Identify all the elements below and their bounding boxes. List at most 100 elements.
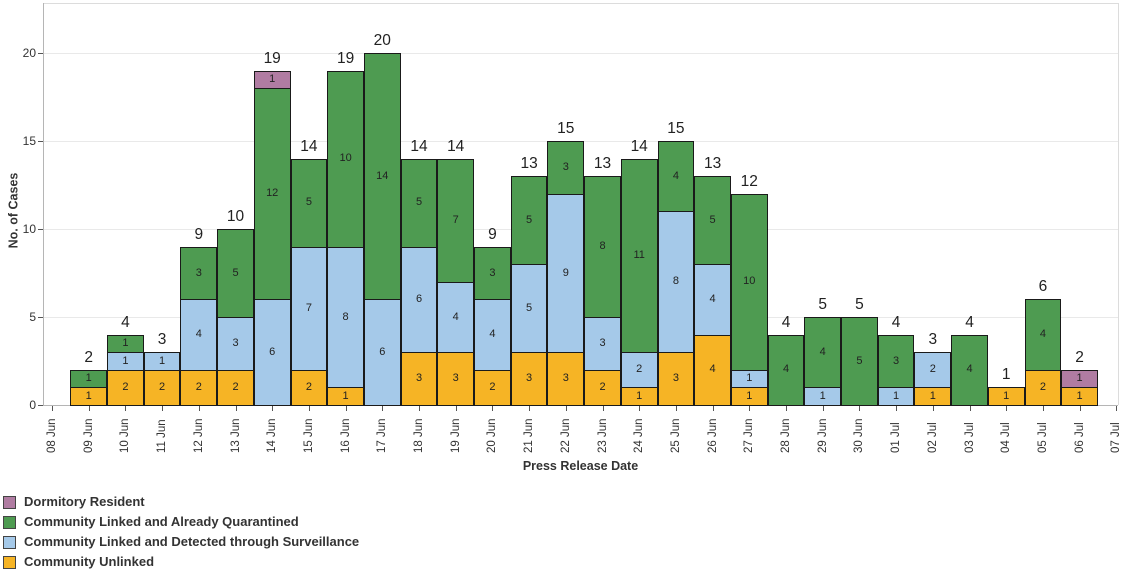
x-tick-mark	[675, 406, 677, 411]
y-tick-mark	[38, 53, 43, 54]
legend-label[interactable]: Community Linked and Already Quarantined	[24, 514, 299, 529]
segment-value-label: 4	[489, 328, 496, 341]
bar-segment-26Jun-2[interactable]	[694, 176, 731, 266]
plot-border-right	[1118, 3, 1119, 405]
bar-segment-28Jun-2[interactable]	[767, 334, 805, 406]
legend-label[interactable]: Community Unlinked	[24, 554, 155, 569]
bar-segment-20Jun-1[interactable]	[474, 299, 511, 371]
bar-segment-27Jun-2[interactable]	[730, 193, 768, 371]
bar-segment-13Jun-2[interactable]	[217, 229, 254, 318]
legend-swatch-icon[interactable]	[3, 555, 16, 569]
legend-label[interactable]: Dormitory Resident	[24, 494, 145, 509]
x-tick-mark	[822, 406, 824, 411]
bar-segment-16Jun-2[interactable]	[327, 70, 364, 248]
bar-segment-23Jun-2[interactable]	[584, 176, 621, 318]
x-tick-label: 25 Jun	[669, 418, 682, 453]
bar-segment-18Jun-2[interactable]	[400, 158, 438, 248]
bar-segment-19Jun-1[interactable]	[437, 281, 475, 354]
legend-item[interactable]: Community Linked and Detected through Su…	[3, 532, 359, 552]
bar-segment-06Jul-3[interactable]	[1061, 369, 1098, 389]
x-tick-label: 23 Jun	[596, 418, 609, 453]
y-tick-label: 20	[22, 46, 36, 60]
bar-segment-30Jun-2[interactable]	[841, 317, 878, 406]
legend-item[interactable]: Community Linked and Already Quarantined	[3, 512, 359, 532]
bar-segment-21Jun-2[interactable]	[510, 176, 548, 266]
bar-segment-21Jun-1[interactable]	[510, 264, 548, 354]
bar-total-label: 19	[336, 49, 355, 67]
x-tick-label: 14 Jun	[266, 418, 279, 453]
legend-label[interactable]: Community Linked and Detected through Su…	[24, 534, 360, 549]
bar-segment-17Jun-1[interactable]	[363, 299, 401, 406]
bar-segment-29Jun-2[interactable]	[804, 317, 842, 389]
bar-segment-19Jun-2[interactable]	[437, 158, 475, 283]
x-tick-mark	[639, 406, 641, 411]
bar-segment-26Jun-0[interactable]	[694, 334, 731, 406]
x-tick-label: 13 Jun	[229, 418, 242, 453]
bar-segment-18Jun-1[interactable]	[400, 246, 438, 354]
bar-segment-16Jun-1[interactable]	[327, 246, 364, 389]
bar-total-label: 4	[891, 313, 901, 331]
x-tick-mark	[932, 406, 934, 411]
bar-segment-26Jun-1[interactable]	[694, 264, 731, 336]
segment-value-label: 4	[709, 363, 716, 376]
segment-value-label: 1	[893, 389, 900, 402]
segment-value-label: 3	[232, 336, 239, 349]
bar-segment-04Jul-0[interactable]	[987, 387, 1025, 406]
bar-total-label: 9	[194, 225, 204, 243]
plot-border-top	[43, 3, 1118, 4]
legend-item[interactable]: Dormitory Resident	[3, 492, 359, 512]
bar-segment-20Jun-2[interactable]	[474, 246, 511, 301]
bar-total-label: 5	[818, 296, 827, 313]
segment-value-label: 7	[305, 301, 312, 314]
bar-segment-10Jun-2[interactable]	[107, 334, 144, 354]
y-tick-label: 5	[29, 310, 36, 324]
bar-segment-13Jun-0[interactable]	[217, 369, 254, 406]
bar-segment-24Jun-2[interactable]	[620, 158, 658, 354]
bar-segment-14Jun-1[interactable]	[253, 299, 291, 406]
bar-segment-25Jun-1[interactable]	[657, 211, 695, 354]
legend-swatch-icon[interactable]	[3, 515, 16, 529]
bar-segment-01Jul-2[interactable]	[877, 334, 915, 389]
bar-segment-11Jun-1[interactable]	[143, 352, 181, 371]
x-tick-label: 09 Jun	[82, 418, 95, 453]
segment-value-label: 12	[266, 187, 279, 200]
bar-segment-14Jun-3[interactable]	[253, 70, 291, 90]
bar-total-label: 13	[520, 155, 538, 173]
bar-segment-22Jun-2[interactable]	[547, 141, 585, 195]
bar-segment-10Jun-0[interactable]	[107, 369, 144, 406]
segment-value-label: 3	[893, 354, 900, 367]
bar-segment-05Jul-0[interactable]	[1024, 369, 1062, 406]
x-tick-mark	[1079, 406, 1081, 411]
bar-segment-12Jun-2[interactable]	[180, 246, 218, 301]
bar-segment-14Jun-2[interactable]	[253, 88, 291, 301]
bar-segment-12Jun-1[interactable]	[180, 299, 218, 371]
bar-segment-09Jun-2[interactable]	[70, 369, 108, 389]
segment-value-label: 2	[636, 363, 643, 376]
y-tick-label: 10	[22, 222, 36, 236]
x-tick-mark	[749, 406, 751, 411]
bar-segment-13Jun-1[interactable]	[217, 317, 254, 371]
bar-segment-17Jun-2[interactable]	[363, 53, 401, 301]
legend-swatch-icon[interactable]	[3, 495, 16, 509]
bar-segment-02Jul-1[interactable]	[914, 352, 952, 389]
legend-swatch-icon[interactable]	[3, 535, 16, 549]
bar-segment-03Jul-2[interactable]	[951, 334, 988, 406]
segment-value-label: 8	[599, 240, 606, 253]
segment-value-label: 8	[342, 310, 349, 323]
segment-value-label: 5	[526, 213, 533, 226]
bar-segment-25Jun-2[interactable]	[657, 141, 695, 213]
x-tick-label: 26 Jun	[706, 418, 719, 453]
bar-segment-22Jun-1[interactable]	[547, 193, 585, 354]
bar-segment-21Jun-0[interactable]	[510, 352, 548, 406]
bar-segment-11Jun-0[interactable]	[143, 369, 181, 406]
x-tick-mark	[88, 406, 90, 411]
bar-segment-19Jun-0[interactable]	[437, 352, 475, 406]
bar-segment-15Jun-2[interactable]	[290, 158, 328, 248]
bar-segment-12Jun-0[interactable]	[180, 369, 218, 406]
x-tick-label: 06 Jul	[1073, 422, 1086, 453]
segment-value-label: 1	[159, 354, 166, 367]
legend-item[interactable]: Community Unlinked	[3, 552, 359, 572]
bar-segment-05Jul-2[interactable]	[1024, 299, 1062, 371]
bar-segment-24Jun-1[interactable]	[620, 352, 658, 389]
bar-total-label: 3	[928, 331, 938, 349]
